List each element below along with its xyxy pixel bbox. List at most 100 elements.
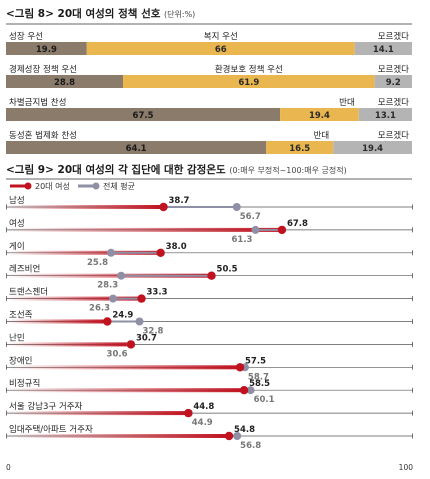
legend: 20대 여성 전체 평균 [10, 181, 135, 191]
bar-segment [123, 75, 375, 88]
average-value: 44.9 [192, 418, 213, 428]
average-value: 26.3 [89, 304, 110, 314]
bar-value-label: 19.4 [362, 144, 383, 154]
women20s-bar [6, 319, 108, 324]
average-dot [246, 386, 255, 395]
women20s-bar [6, 388, 245, 393]
bar-segment [374, 75, 412, 88]
women20s-dot [137, 294, 146, 303]
figure8: <그림 8> 20대 여성의 정책 선호 (단위:%) 19.9 성장 우선 66 복… [6, 7, 412, 154]
women20s-value: 44.8 [193, 402, 214, 412]
women20s-value: 67.8 [287, 219, 308, 229]
women20s-bar [6, 273, 212, 278]
average-dot [107, 248, 116, 257]
figure9-title: <그림 9> 20대 여성의 각 집단에 대한 감정온도 (0:매우 부정적~1… [6, 163, 347, 176]
bar-value-label: 13.1 [375, 111, 396, 121]
average-value: 32.8 [142, 327, 163, 337]
women20s-dot [126, 340, 136, 349]
bar-category-label: 성장 우선 [9, 31, 43, 42]
bar-segment [280, 108, 359, 121]
figure9: <그림 9> 20대 여성의 각 집단에 대한 감정온도 (0:매우 부정적~1… [6, 163, 413, 472]
bar-segment [354, 42, 412, 55]
women20s-value: 58.5 [249, 379, 270, 389]
bar-category-label: 복지 우선 [204, 32, 238, 42]
women20s-value: 33.3 [147, 288, 168, 298]
women20s-value: 30.7 [136, 333, 157, 343]
bar-segment [266, 141, 334, 154]
row-label: 레즈비언 [9, 264, 40, 275]
bar-segment [6, 108, 281, 121]
women20s-bar [6, 296, 142, 301]
x-tick-100: 100 [399, 463, 414, 472]
legend-dot-women20s [24, 182, 32, 190]
women20s-value: 50.5 [217, 265, 238, 275]
bar-category-label: 차별금지법 찬성 [9, 97, 66, 108]
average-value: 28.3 [97, 281, 118, 291]
x-tick-0: 0 [6, 463, 11, 472]
bar-category-label: 환경보호 정책 우선 [215, 64, 283, 75]
row-label: 게이 [9, 241, 25, 252]
bar-segment [6, 75, 124, 88]
women20s-value: 38.7 [169, 196, 190, 206]
women20s-dot [184, 408, 193, 418]
row-label: 남성 [9, 196, 25, 206]
bar-value-label: 9.2 [386, 78, 401, 88]
women20s-dot [277, 225, 287, 235]
row-label: 조선족 [9, 311, 33, 321]
average-dot [251, 225, 260, 234]
bar-value-label: 64.1 [126, 144, 147, 154]
bar-category-label: 경제성장 정책 우선 [9, 64, 77, 75]
row-label: 비정규직 [9, 378, 40, 389]
women20s-bar [6, 227, 282, 232]
women20s-dot [239, 386, 249, 395]
average-dot [232, 203, 241, 211]
row-label: 서울 강남3구 거주자 [9, 401, 83, 412]
bar-segment [6, 42, 87, 55]
women20s-bar [6, 434, 230, 438]
bar-value-label: 61.9 [238, 78, 259, 88]
average-value: 61.3 [232, 235, 253, 245]
row-label: 여성 [9, 218, 25, 229]
bar-segment [6, 141, 267, 154]
bar-value-label: 16.5 [289, 144, 310, 154]
bar-category-label: 모르겠다 [378, 31, 409, 42]
women20s-bar [6, 411, 189, 416]
women20s-value: 38.0 [166, 242, 187, 252]
average-dot [135, 317, 144, 326]
bar-value-label: 19.4 [309, 111, 330, 121]
women20s-dot [103, 317, 112, 326]
figure9-rows: 남성 38.7 56.7 여성 67.8 61.3 게이 38.0 25.8 레즈비언 50.5 28… [6, 196, 413, 451]
bar-value-label: 28.8 [54, 78, 75, 88]
row-label: 임대주택/아파트 거주자 [9, 424, 93, 435]
legend-dot-average [92, 182, 100, 190]
bar-value-label: 14.1 [373, 45, 394, 55]
women20s-bar [6, 250, 161, 255]
women20s-bar [6, 342, 131, 347]
women20s-dot [235, 363, 245, 372]
average-value: 60.1 [254, 395, 275, 405]
figure8-bars: 19.9 성장 우선 66 복지 우선 14.1 모르겠다 28.8 경제성장 정책 우선 61… [6, 31, 412, 154]
bar-value-label: 19.9 [36, 45, 57, 55]
bar-segment [86, 42, 355, 55]
women20s-dot [159, 202, 168, 212]
legend-label-average: 전체 평균 [103, 181, 135, 191]
figure8-title: <그림 8> 20대 여성의 정책 선호 (단위:%) [6, 7, 195, 20]
average-value: 30.6 [107, 349, 128, 359]
bar-segment [358, 108, 412, 121]
bar-value-label: 66 [215, 45, 227, 55]
row-label: 트랜스젠더 [9, 287, 48, 298]
average-value: 56.7 [240, 212, 261, 222]
bar-category-label: 모르겠다 [378, 130, 409, 141]
average-value: 58.7 [248, 372, 269, 382]
bar-segment [333, 141, 412, 154]
women20s-value: 57.5 [245, 356, 266, 366]
women20s-bar [6, 205, 164, 209]
women20s-value: 54.8 [234, 425, 255, 435]
legend-label-women20s: 20대 여성 [35, 181, 70, 191]
average-dot [117, 271, 126, 280]
bar-category-label: 반대 [314, 130, 330, 141]
women20s-dot [224, 431, 234, 441]
women20s-value: 24.9 [112, 311, 133, 321]
